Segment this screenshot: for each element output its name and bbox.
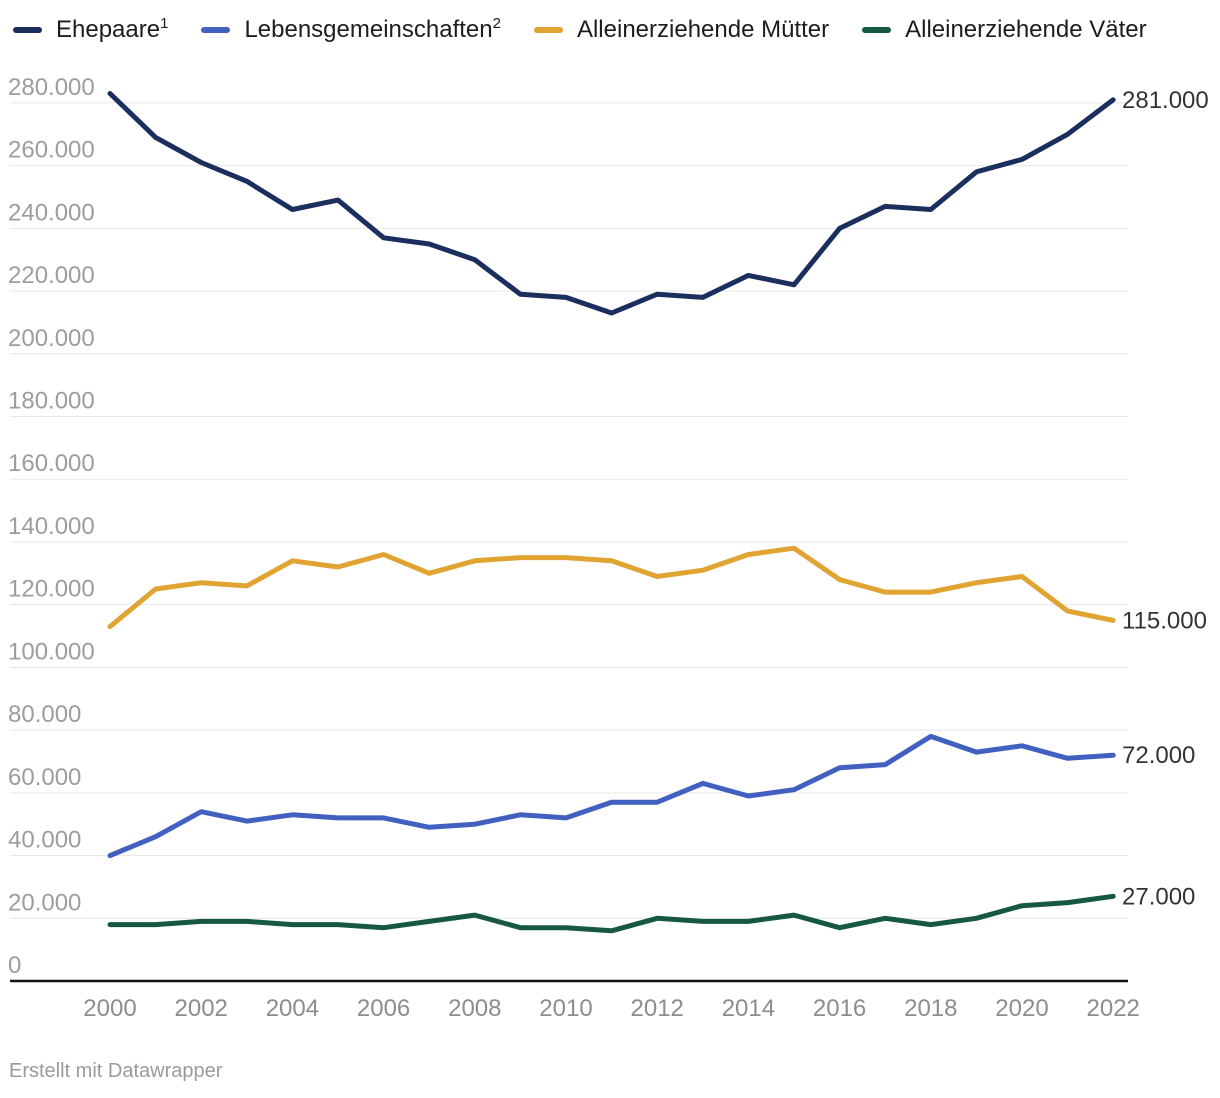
legend: Ehepaare1 Lebensgemeinschaften2 Alleiner… [13,14,1147,46]
legend-item-alleinerziehende-vaeter: Alleinerziehende Väter [862,14,1147,46]
x-tick-label: 2016 [813,995,866,1022]
x-tick-label: 2000 [83,995,136,1022]
legend-label-text: Lebensgemeinschaften [244,16,493,43]
legend-swatch-alleinerziehende-muetter [533,27,563,33]
y-tick-label: 40.000 [8,827,81,854]
y-tick-label: 20.000 [8,889,81,916]
x-tick-label: 2012 [631,995,684,1022]
legend-label-ehepaare: Ehepaare1 [56,15,169,43]
x-tick-label: 2008 [448,995,501,1022]
x-tick-label: 2018 [904,995,957,1022]
legend-item-alleinerziehende-muetter: Alleinerziehende Mütter [533,14,829,46]
y-tick-label: 120.000 [8,576,95,603]
x-tick-label: 2010 [539,995,592,1022]
legend-footnote-marker: 1 [160,15,169,32]
series-line-0 [107,91,1116,316]
series-end-label-3: 27.000 [1122,883,1195,910]
legend-swatch-alleinerziehende-vaeter [862,27,892,33]
legend-label-text: Ehepaare [56,16,161,43]
legend-item-lebensgemeinschaften: Lebensgemeinschaften2 [201,14,501,46]
legend-footnote-marker: 2 [492,15,501,32]
series-end-label-2: 115.000 [1122,607,1207,634]
legend-label-text: Alleinerziehende Väter [905,16,1147,43]
series-line-2 [107,545,1116,630]
line-chart: 280.000 260.000 240.000 220.000 200.000 180.0… [8,74,1209,1022]
series-end-label-1: 72.000 [1122,742,1195,769]
y-tick-label: 220.000 [8,262,95,289]
legend-swatch-ehepaare [13,27,42,33]
legend-label-alleinerziehende-vaeter: Alleinerziehende Väter [905,18,1147,42]
y-tick-label: 60.000 [8,764,81,791]
y-tick-label: 240.000 [8,199,95,226]
legend-label-text: Alleinerziehende Mütter [576,16,830,43]
y-tick-label: 0 [8,952,21,979]
y-tick-label: 280.000 [8,74,95,101]
x-tick-label: 2020 [995,995,1048,1022]
series-end-label-0: 281.000 [1122,87,1209,114]
y-tick-label: 200.000 [8,325,95,352]
footer-credit: Erstellt mit Datawrapper [9,1060,223,1082]
series-line-1 [107,733,1116,859]
y-tick-label: 180.000 [8,388,95,415]
x-tick-label: 2014 [722,995,775,1022]
y-tick-label: 140.000 [8,513,95,540]
legend-swatch-lebensgemeinschaften [201,27,231,33]
y-tick-label: 260.000 [8,137,95,164]
legend-label-alleinerziehende-muetter: Alleinerziehende Mütter [577,18,829,42]
x-tick-label: 2022 [1087,995,1140,1022]
y-tick-label: 100.000 [8,638,95,665]
x-tick-label: 2004 [266,995,319,1022]
y-tick-label: 80.000 [8,701,81,728]
legend-label-lebensgemeinschaften: Lebensgemeinschaften2 [244,15,501,43]
series-line-3 [107,893,1116,934]
legend-item-ehepaare: Ehepaare1 [13,14,168,46]
x-tick-label: 2002 [175,995,228,1022]
x-tick-label: 2006 [357,995,410,1022]
y-tick-label: 160.000 [8,450,95,477]
